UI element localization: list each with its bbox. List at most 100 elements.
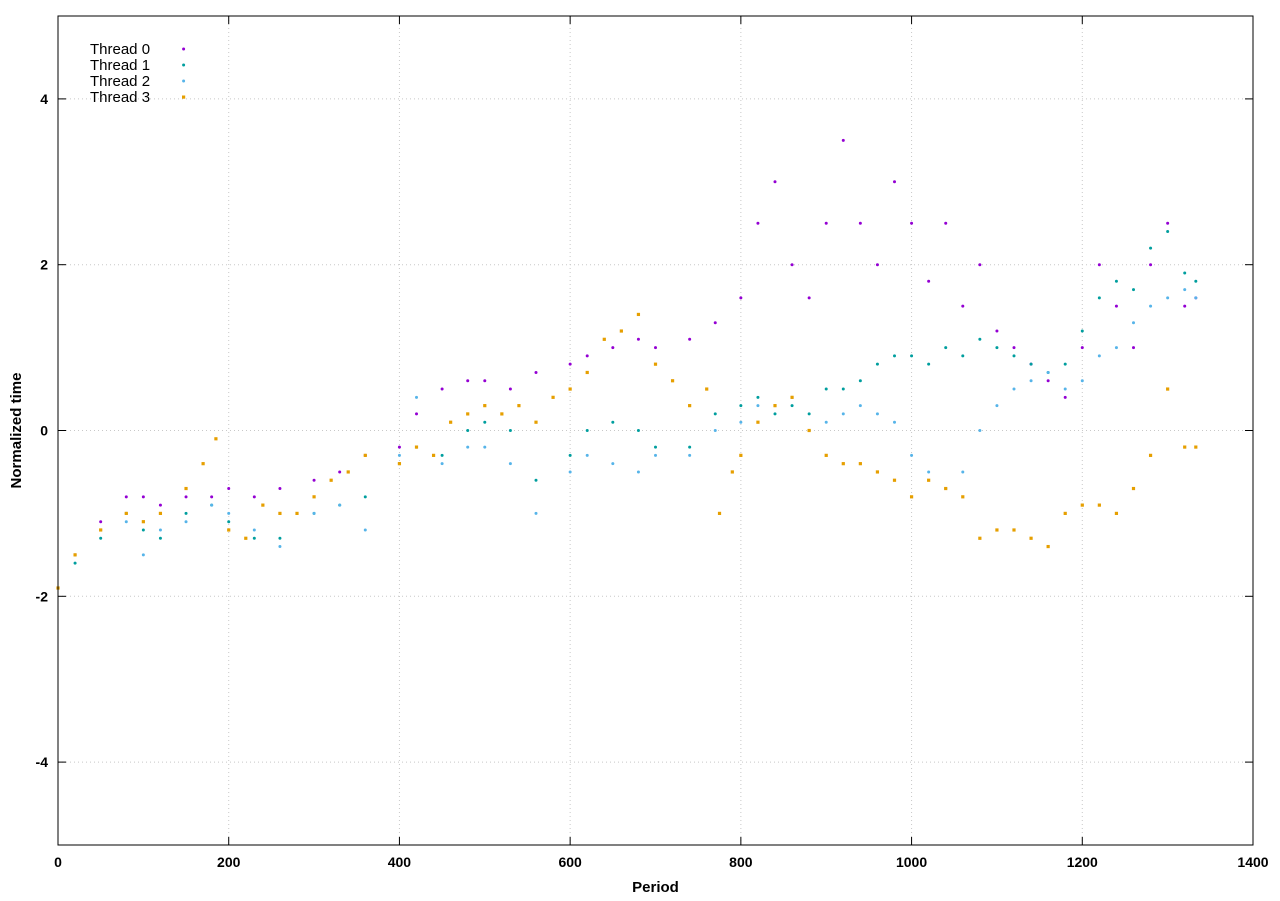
data-point	[585, 429, 589, 432]
data-point	[1132, 321, 1135, 325]
y-tick-label: 2	[40, 257, 48, 273]
data-point	[910, 221, 914, 225]
data-point	[338, 503, 342, 507]
data-point	[466, 412, 470, 416]
data-point	[440, 387, 444, 391]
data-point	[739, 453, 743, 457]
data-point	[875, 362, 879, 366]
data-point	[1194, 279, 1198, 283]
data-point	[158, 536, 162, 540]
data-point	[1149, 246, 1153, 250]
data-point	[227, 511, 231, 515]
data-point	[158, 511, 163, 515]
data-point	[978, 429, 982, 432]
data-point	[158, 503, 162, 507]
axis-ticks: 0 200 400 600 800 1000 1200 1400 -4 -2 0 2 4	[36, 16, 1269, 870]
data-point	[1166, 387, 1170, 391]
y-tick-label: -4	[36, 754, 49, 770]
data-point	[636, 337, 640, 341]
data-point	[466, 429, 470, 432]
data-point	[611, 462, 615, 466]
data-point	[483, 445, 487, 449]
data-point	[978, 263, 982, 267]
data-point	[807, 412, 811, 416]
data-point	[585, 370, 589, 375]
data-point	[1046, 544, 1050, 549]
data-point	[363, 453, 367, 457]
data-point	[346, 470, 350, 474]
data-point	[961, 495, 965, 499]
data-point	[184, 495, 188, 499]
data-point	[568, 470, 572, 474]
x-tick-label: 0	[54, 854, 62, 870]
data-point	[773, 404, 777, 408]
data-point	[252, 495, 256, 499]
data-point	[1131, 486, 1136, 491]
data-point	[568, 362, 572, 366]
data-point	[927, 362, 931, 366]
data-point	[124, 495, 128, 499]
x-tick-label: 200	[217, 854, 241, 870]
data-point	[1194, 445, 1198, 449]
legend-marker	[182, 63, 186, 67]
data-point	[927, 470, 931, 474]
data-point	[295, 511, 299, 515]
data-point	[312, 511, 316, 515]
data-point	[1063, 362, 1067, 366]
data-point	[961, 470, 965, 474]
data-point	[927, 279, 931, 283]
data-point	[568, 453, 572, 457]
data-point	[961, 354, 965, 358]
legend-item: Thread 2	[90, 73, 186, 90]
data-point	[184, 486, 188, 491]
data-point	[227, 528, 231, 532]
data-point	[1166, 230, 1170, 234]
data-point	[978, 337, 982, 341]
data-point	[713, 321, 717, 325]
data-point	[910, 453, 914, 457]
data-point	[124, 520, 128, 524]
gridlines	[58, 16, 1253, 845]
data-point	[944, 486, 948, 491]
data-point	[688, 337, 692, 341]
data-point	[611, 420, 615, 424]
data-point	[1012, 346, 1016, 350]
data-point	[995, 528, 999, 532]
data-point	[397, 462, 402, 466]
data-point	[790, 404, 794, 408]
legend-marker	[182, 47, 186, 51]
data-point	[713, 429, 717, 432]
data-point	[1097, 296, 1101, 300]
data-point	[397, 445, 401, 449]
data-point	[909, 495, 914, 499]
legend-label: Thread 2	[90, 73, 150, 90]
data-point	[201, 462, 205, 466]
data-point	[1080, 329, 1084, 333]
data-point	[611, 346, 615, 350]
data-point	[329, 478, 333, 482]
data-point	[252, 536, 256, 540]
data-point	[184, 520, 188, 524]
data-point	[466, 445, 470, 449]
data-point	[363, 528, 367, 532]
data-point	[440, 462, 444, 466]
data-point	[1046, 379, 1050, 383]
legend-label: Thread 0	[90, 41, 150, 58]
data-point	[1012, 354, 1016, 358]
data-point	[397, 453, 401, 457]
data-point	[1166, 296, 1170, 300]
data-point	[841, 387, 845, 391]
data-point	[636, 470, 640, 474]
data-point	[1149, 304, 1153, 308]
data-point	[440, 453, 444, 457]
data-point	[568, 387, 572, 391]
x-tick-label: 600	[558, 854, 582, 870]
data-point	[214, 437, 218, 441]
data-point	[1132, 346, 1135, 350]
data-point	[927, 478, 931, 482]
data-point	[508, 429, 512, 432]
data-point	[944, 346, 948, 350]
data-point	[278, 545, 282, 549]
data-point	[244, 536, 248, 540]
